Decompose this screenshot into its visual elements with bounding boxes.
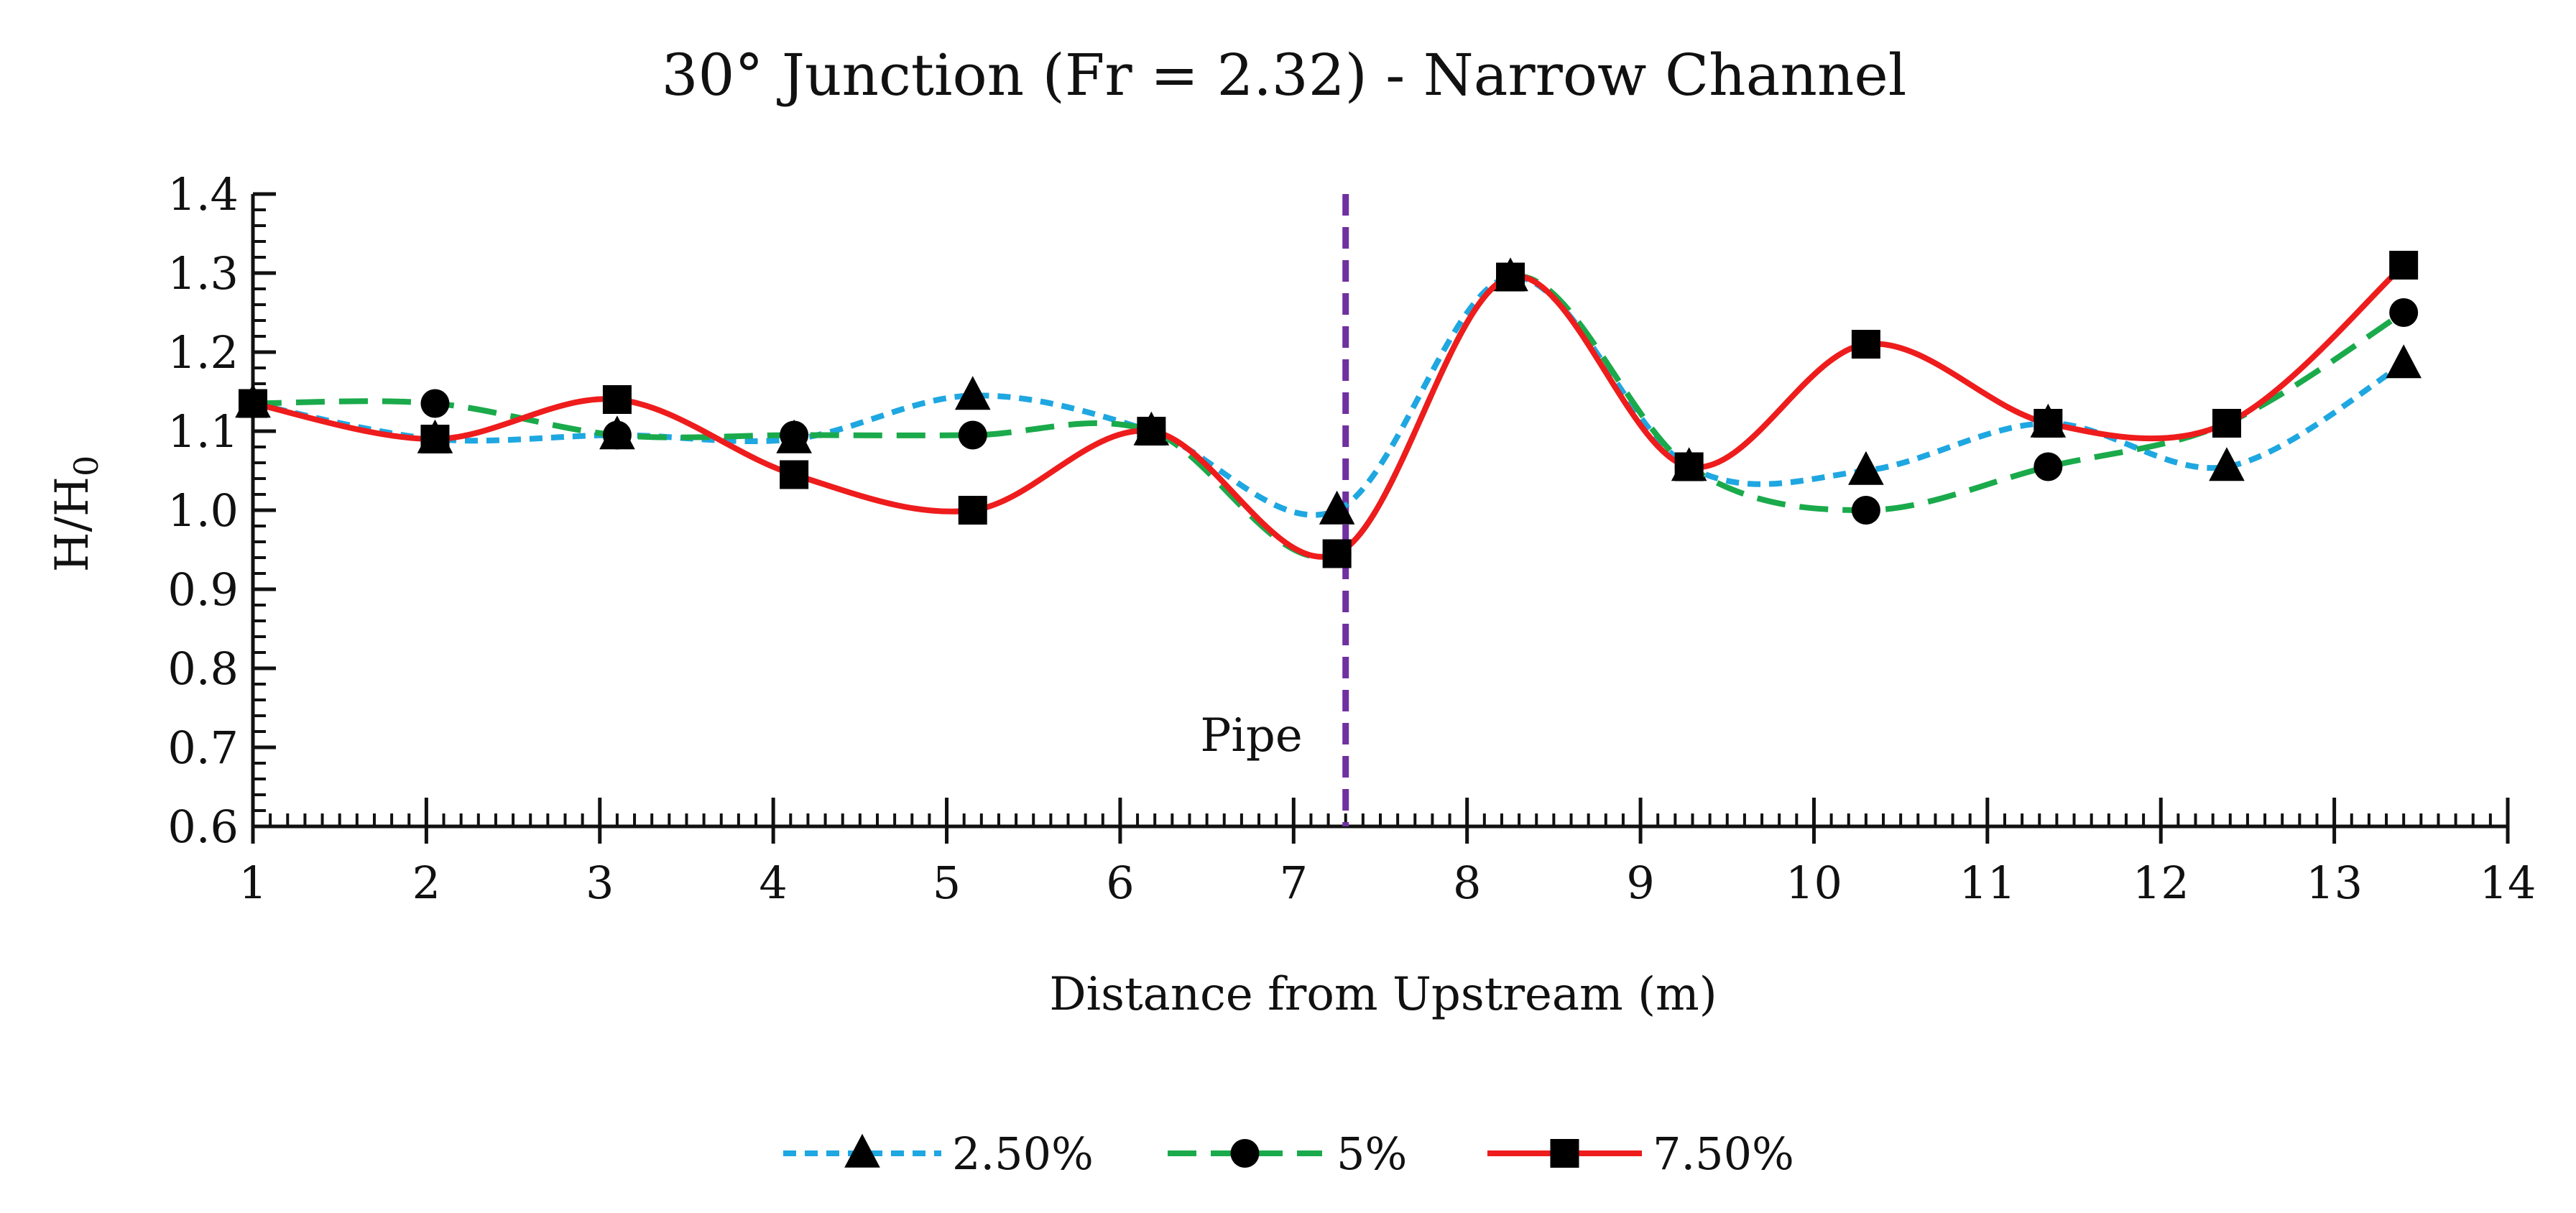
data-point bbox=[602, 385, 632, 414]
x-tick-label: 6 bbox=[1106, 857, 1134, 909]
data-point bbox=[954, 376, 991, 410]
legend-item-3: 7.50% bbox=[1487, 1127, 1794, 1180]
data-point bbox=[780, 420, 809, 450]
data-point bbox=[2389, 251, 2419, 280]
y-tick-label: 0.7 bbox=[167, 721, 239, 774]
y-axis-title-main: H/H bbox=[46, 476, 99, 572]
data-point bbox=[1851, 496, 1880, 525]
x-tick-label: 5 bbox=[933, 857, 961, 909]
data-point bbox=[602, 420, 632, 450]
y-tick-label: 1.1 bbox=[167, 405, 239, 458]
data-point bbox=[2033, 452, 2063, 481]
y-tick-label: 0.9 bbox=[167, 563, 239, 616]
x-tick-label: 14 bbox=[2480, 857, 2536, 909]
x-tick-label: 2 bbox=[412, 857, 440, 909]
series-group bbox=[235, 251, 2422, 568]
chart-title: 30° Junction (Fr = 2.32) - Narrow Channe… bbox=[662, 42, 1907, 109]
x-tick-label: 9 bbox=[1626, 857, 1654, 909]
x-tick-label: 3 bbox=[586, 857, 614, 909]
x-tick-label: 8 bbox=[1453, 857, 1481, 909]
legend-item-2: 5% bbox=[1168, 1127, 1407, 1180]
data-point bbox=[2386, 344, 2422, 379]
y-tick-label: 1.2 bbox=[167, 326, 239, 379]
legend-marker bbox=[1230, 1139, 1260, 1168]
x-tick-label: 10 bbox=[1786, 857, 1842, 909]
pipe-label: Pipe bbox=[1200, 709, 1302, 762]
x-tick-label: 4 bbox=[759, 857, 787, 909]
data-point bbox=[1851, 330, 1880, 359]
x-tick-label: 13 bbox=[2306, 857, 2363, 909]
data-point bbox=[958, 420, 987, 450]
data-point bbox=[1848, 451, 1884, 485]
x-tick-label: 12 bbox=[2133, 857, 2189, 909]
legend-label: 2.50% bbox=[952, 1127, 1094, 1180]
data-point bbox=[780, 460, 809, 489]
legend-label: 7.50% bbox=[1653, 1127, 1794, 1180]
legend: 2.50% 5% 7.50% bbox=[783, 1127, 1794, 1180]
data-point bbox=[2212, 409, 2241, 438]
y-tick-label: 0.8 bbox=[167, 642, 239, 695]
y-axis-title-subscript: 0 bbox=[67, 456, 106, 476]
y-tick-label: 1.3 bbox=[167, 247, 239, 300]
y-tick-label: 1.4 bbox=[167, 168, 239, 221]
axes: 0.60.70.80.91.01.11.21.31.41 2 3 4 5 6 7 8 9 10 11… bbox=[167, 168, 2536, 909]
data-point bbox=[1322, 539, 1352, 568]
data-point bbox=[1319, 490, 1355, 525]
data-point bbox=[958, 496, 987, 525]
legend-marker bbox=[844, 1133, 880, 1168]
x-tick-label: 11 bbox=[1959, 857, 2016, 909]
data-point bbox=[2033, 409, 2063, 438]
series-3 bbox=[239, 251, 2419, 568]
x-axis-title: Distance from Upstream (m) bbox=[1049, 968, 1717, 1021]
legend-item-1: 2.50% bbox=[783, 1127, 1094, 1180]
y-axis-title: H/H0 bbox=[46, 456, 106, 572]
data-point bbox=[420, 425, 450, 453]
y-tick-label: 1.0 bbox=[167, 484, 239, 537]
x-tick-label: 7 bbox=[1280, 857, 1308, 909]
legend-marker bbox=[1550, 1139, 1579, 1168]
y-tick-label: 0.6 bbox=[167, 801, 239, 853]
data-point bbox=[2209, 447, 2245, 481]
data-point bbox=[420, 389, 450, 418]
data-point bbox=[1674, 452, 1704, 481]
data-point bbox=[239, 389, 267, 418]
data-point bbox=[2389, 298, 2419, 327]
data-point bbox=[1496, 262, 1525, 292]
legend-label: 5% bbox=[1337, 1127, 1407, 1180]
x-tick-label: 1 bbox=[239, 857, 267, 909]
data-point bbox=[1137, 417, 1166, 446]
